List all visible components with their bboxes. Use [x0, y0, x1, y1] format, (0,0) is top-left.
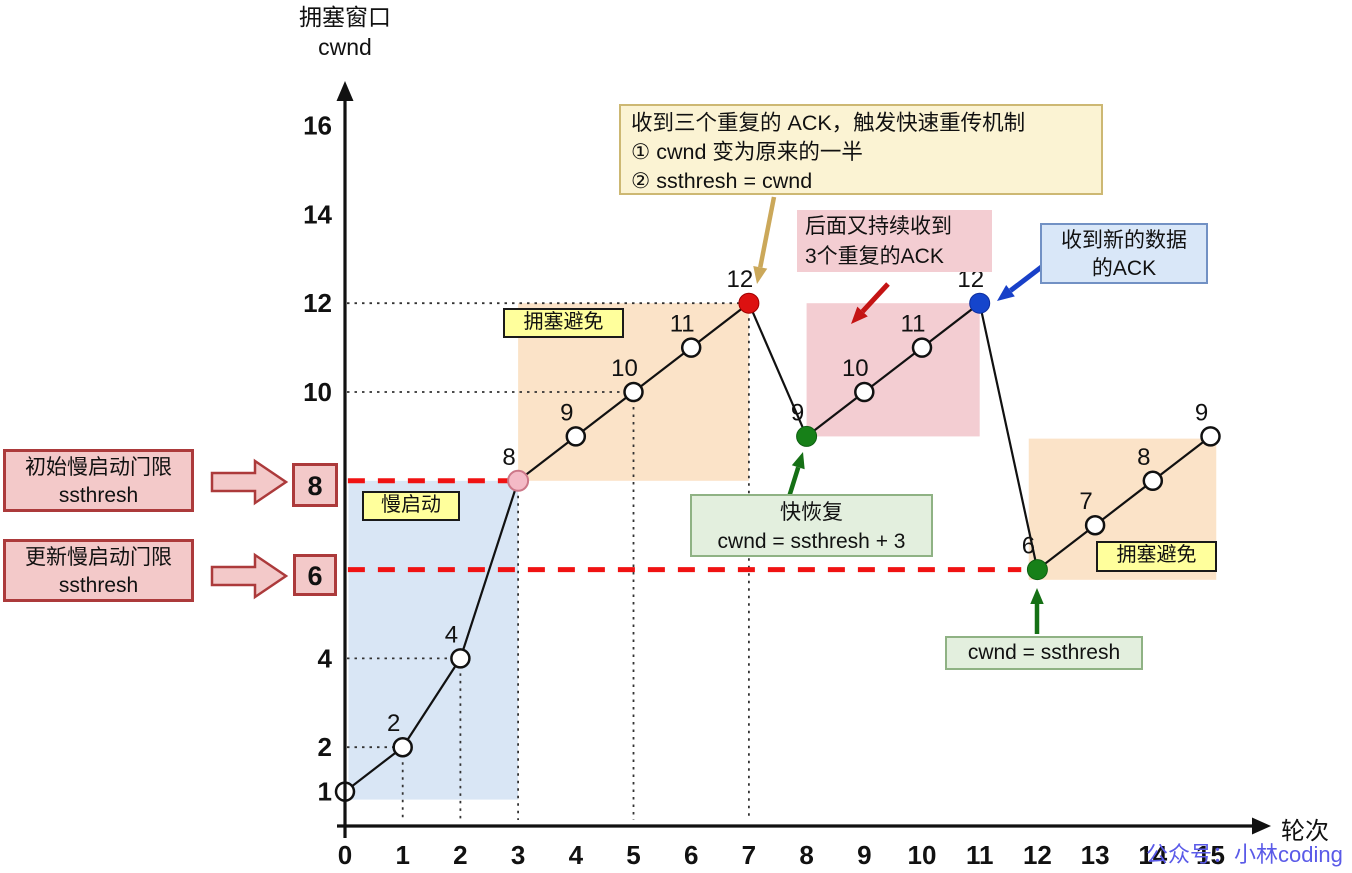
- cwnd-curve: [344, 301, 1212, 793]
- y-tick-label: 10: [303, 377, 332, 407]
- data-point-5-10: [623, 381, 644, 403]
- x-tick-label: 9: [857, 840, 871, 870]
- note-fast-retransmit-line1: 收到三个重复的 ACK，触发快速重传机制: [631, 111, 1026, 135]
- data-point-3-8: [507, 469, 530, 492]
- point-label: 8: [1137, 444, 1150, 471]
- y-axis-title-line1: 拥塞窗口: [299, 4, 391, 30]
- data-point-8-9: [796, 425, 818, 447]
- y-tick-label: 16: [303, 111, 332, 141]
- note-fast-retransmit-line2: ① cwnd 变为原来的一半: [631, 140, 863, 164]
- data-point-6-11: [680, 337, 702, 358]
- point-label: 9: [560, 399, 573, 426]
- pointer-arrow-dup-ack-head: [851, 306, 868, 324]
- x-tick-label: 13: [1081, 840, 1110, 870]
- x-tick-label: 11: [966, 840, 994, 870]
- point-label: 2: [387, 710, 400, 737]
- x-axis-arrowhead: [1252, 817, 1271, 835]
- note-duplicate-ack-line1: 后面又持续收到: [805, 215, 952, 238]
- note-new-ack-line2: 的ACK: [1091, 257, 1157, 280]
- pointer-arrow-fast-retransmit: [758, 196, 777, 268]
- ssthresh-value-6: 6: [293, 554, 337, 596]
- phase-label-congestion-avoidance-2: 拥塞避免: [1096, 541, 1217, 572]
- phase-label-congestion-avoidance-1: 拥塞避免: [503, 308, 624, 338]
- y-axis-title: 拥塞窗口 cwnd: [265, 2, 425, 62]
- pointer-arrow-fast-recovery: [786, 466, 801, 498]
- x-tick-label: 10: [908, 840, 937, 870]
- point-label: 7: [1079, 488, 1092, 515]
- point-label: 9: [1195, 399, 1208, 426]
- ssthresh-value-8: 8: [292, 463, 338, 507]
- pointer-arrow-fast-retransmit-head: [753, 265, 768, 284]
- x-axis-title: 轮次: [1281, 818, 1329, 845]
- callout-initial-ssthresh-line1: 初始慢启动门限: [25, 456, 172, 479]
- note-new-ack: 收到新的数据 的ACK: [1040, 223, 1208, 284]
- x-tick-label: 14: [1138, 840, 1167, 870]
- pointer-arrow-dup-ack: [860, 282, 890, 314]
- point-label: 10: [842, 355, 869, 382]
- note-fast-recovery-line2: cwnd = ssthresh + 3: [717, 530, 906, 553]
- x-tick-label: 5: [626, 840, 640, 870]
- y-tick-label: 12: [303, 288, 332, 318]
- note-cwnd-equals-ssthresh: cwnd = ssthresh: [945, 636, 1143, 670]
- note-fast-recovery-line1: 快恢复: [780, 501, 843, 524]
- point-label: 11: [901, 311, 926, 338]
- note-fast-retransmit-line3: ② ssthresh = cwnd: [631, 169, 813, 193]
- x-tick-label: 6: [684, 840, 698, 870]
- data-point-13-7: [1084, 514, 1106, 536]
- x-tick-label: 8: [799, 840, 813, 870]
- block-arrow-icon: [210, 458, 289, 506]
- data-point-7-12: [738, 292, 760, 314]
- data-point-1-2: [392, 736, 413, 758]
- callout-updated-ssthresh-line1: 更新慢启动门限: [25, 546, 172, 569]
- pointer-arrow-cwnd-ssthresh-head: [1030, 588, 1044, 604]
- x-tick-label: 1: [395, 840, 409, 870]
- x-tick-label: 3: [511, 840, 525, 870]
- pointer-arrow-fast-recovery-head: [791, 452, 805, 470]
- x-tick-label: 12: [1023, 840, 1052, 870]
- data-point-14-8: [1142, 470, 1164, 492]
- x-tick-label: 2: [453, 840, 467, 870]
- x-tick-label: 0: [338, 840, 352, 870]
- point-label: 11: [670, 311, 695, 338]
- data-point-15-9: [1200, 426, 1221, 447]
- callout-updated-ssthresh-line2: ssthresh: [58, 574, 139, 597]
- watermark: 公众号：小林coding: [1146, 842, 1343, 867]
- y-tick-label: 14: [303, 199, 332, 229]
- note-new-ack-line1: 收到新的数据: [1061, 229, 1187, 252]
- y-tick-label: 4: [318, 643, 333, 673]
- point-label: 10: [611, 355, 638, 382]
- callout-initial-ssthresh: 初始慢启动门限 ssthresh: [3, 449, 194, 512]
- note-duplicate-ack-line2: 3个重复的ACK: [805, 245, 944, 268]
- block-arrow-icon: [210, 552, 289, 600]
- region-slow-start: [348, 480, 519, 800]
- pointer-arrow-new-ack-head: [997, 285, 1015, 301]
- x-tick-label: 15: [1196, 840, 1225, 870]
- data-point-12-6: [1026, 559, 1048, 581]
- data-point-4-9: [565, 426, 587, 447]
- y-axis-title-line2: cwnd: [318, 34, 372, 60]
- data-point-2-4: [450, 648, 471, 669]
- callout-updated-ssthresh: 更新慢启动门限 ssthresh: [3, 539, 194, 602]
- x-tick-label: 7: [742, 840, 756, 870]
- data-point-10-11: [911, 337, 933, 358]
- data-point-11-12: [969, 292, 991, 314]
- point-label: 8: [502, 444, 515, 471]
- y-tick-label: 1: [318, 777, 332, 807]
- phase-label-slow-start: 慢启动: [362, 491, 460, 521]
- note-fast-retransmit: 收到三个重复的 ACK，触发快速重传机制 ① cwnd 变为原来的一半 ② ss…: [619, 104, 1103, 195]
- callout-initial-ssthresh-line2: ssthresh: [58, 484, 139, 507]
- y-tick-label: 2: [318, 732, 332, 762]
- y-axis-arrowhead: [336, 81, 354, 101]
- point-label: 9: [791, 399, 804, 426]
- note-duplicate-ack: 后面又持续收到 3个重复的ACK: [797, 210, 992, 272]
- point-label: 6: [1022, 533, 1035, 560]
- note-fast-recovery: 快恢复 cwnd = ssthresh + 3: [690, 494, 933, 557]
- x-tick-label: 4: [569, 840, 584, 870]
- data-point-9-10: [854, 381, 875, 403]
- point-label: 12: [727, 266, 754, 293]
- point-label: 4: [445, 621, 458, 648]
